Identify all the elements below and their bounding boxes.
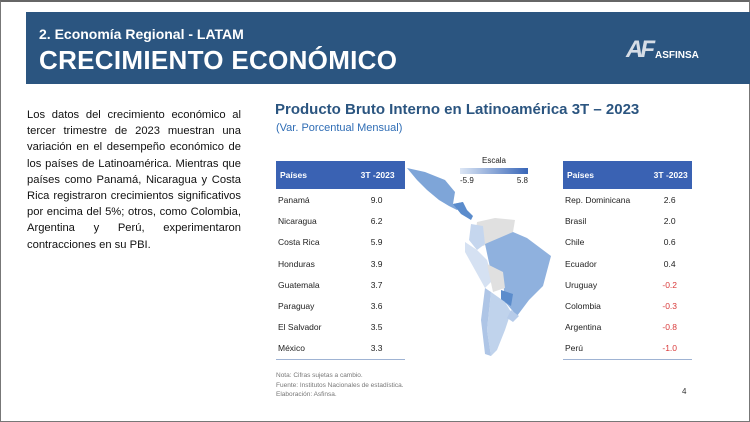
map-bolivia xyxy=(487,264,505,292)
map-central-america xyxy=(453,202,473,220)
table-row: Colombia -0.3 xyxy=(563,295,692,316)
table-row: Chile 0.6 xyxy=(563,232,692,253)
table-row: Rep. Dominicana 2.6 xyxy=(563,189,692,210)
value-cell: 3.7 xyxy=(370,279,383,290)
map-mexico xyxy=(407,168,463,210)
country-cell: Uruguay xyxy=(565,279,598,290)
table-left: Países 3T -2023 Panamá 9.0 Nicaragua 6.2 Costa… xyxy=(276,161,405,360)
country-cell: Paraguay xyxy=(278,301,315,312)
table-header-row: Países 3T -2023 xyxy=(563,161,692,189)
note-line: Nota: Cifras sujetas a cambio. xyxy=(276,372,363,379)
page-number: 4 xyxy=(682,387,687,396)
value-cell: -0.8 xyxy=(662,322,678,333)
map-colombia-venezuela xyxy=(475,218,515,246)
value-cell: 0.4 xyxy=(663,258,676,269)
table-row: Paraguay 3.6 xyxy=(276,295,405,316)
section-label: 2. Economía Regional - LATAM xyxy=(39,26,244,42)
table-row: Panamá 9.0 xyxy=(276,189,405,210)
value-cell: 3.6 xyxy=(370,301,383,312)
country-cell: México xyxy=(276,338,347,360)
value-cell: -1.0 xyxy=(645,338,692,360)
map-argentina xyxy=(487,292,511,356)
header-country: Países xyxy=(563,161,646,189)
map-uruguay xyxy=(507,310,519,322)
table-row: Brasil 2.0 xyxy=(563,210,692,231)
latam-map xyxy=(407,168,551,356)
table-row: El Salvador 3.5 xyxy=(276,317,405,338)
table-row: Perú -1.0 xyxy=(563,338,692,360)
value-cell: 6.2 xyxy=(370,215,383,226)
logo-text: ASFINSA xyxy=(655,50,699,61)
summary-paragraph: Los datos del crecimiento económico al t… xyxy=(27,109,241,251)
value-cell: 9.0 xyxy=(370,194,383,205)
value-cell: 2.0 xyxy=(663,215,676,226)
header-value: 3T -2023 xyxy=(645,161,692,189)
legend-max: 5.8 xyxy=(516,176,528,185)
country-cell: Honduras xyxy=(278,258,315,269)
country-cell: Ecuador xyxy=(565,258,597,269)
page-title: CRECIMIENTO ECONÓMICO xyxy=(39,45,398,75)
country-cell: Guatemala xyxy=(278,279,320,290)
value-cell: 3.3 xyxy=(346,338,405,360)
table-row: Nicaragua 6.2 xyxy=(276,210,405,231)
country-cell: Costa Rica xyxy=(278,237,320,248)
country-cell: Brasil xyxy=(565,215,587,226)
table-row: Honduras 3.9 xyxy=(276,253,405,274)
asfinsa-logo: AF ASFINSA xyxy=(626,36,699,64)
chart-subtitle: (Var. Porcentual Mensual) xyxy=(276,122,403,134)
country-cell: Panamá xyxy=(278,194,310,205)
note-line: Fuente: Institutos Nacionales de estadís… xyxy=(276,381,404,389)
country-cell: Rep. Dominicana xyxy=(565,194,631,205)
table-row: Uruguay -0.2 xyxy=(563,274,692,295)
country-cell: Chile xyxy=(565,237,585,248)
value-cell: 3.5 xyxy=(370,322,383,333)
value-cell: 2.6 xyxy=(663,194,676,205)
chart-title: Producto Bruto Interno en Latinoamérica … xyxy=(275,101,640,118)
map-paraguay xyxy=(501,290,513,306)
country-cell: Colombia xyxy=(565,301,601,312)
legend-min: -5.9 xyxy=(460,176,474,185)
map-ecuador-peru xyxy=(465,242,493,288)
map-colombia xyxy=(469,224,485,250)
table-right: Países 3T -2023 Rep. Dominicana 2.6 Brasil 2.… xyxy=(563,161,692,360)
value-cell: -0.3 xyxy=(662,301,678,312)
table-header-row: Países 3T -2023 xyxy=(276,161,405,189)
country-cell: El Salvador xyxy=(278,322,322,333)
country-cell: Nicaragua xyxy=(278,215,317,226)
table-row: México 3.3 xyxy=(276,338,405,360)
value-cell: 3.9 xyxy=(370,258,383,269)
value-cell: 5.9 xyxy=(370,237,383,248)
table-row: Ecuador 0.4 xyxy=(563,253,692,274)
note-line: Elaboración: Asfinsa. xyxy=(276,391,337,398)
legend-title: Escala xyxy=(481,156,506,165)
map-chile xyxy=(481,288,491,356)
header-country: Países xyxy=(276,161,347,189)
value-cell: -0.2 xyxy=(662,279,678,290)
source-notes: Nota: Cifras sujetas a cambio. Fuente: I… xyxy=(276,371,404,400)
country-cell: Perú xyxy=(563,338,646,360)
table-row: Guatemala 3.7 xyxy=(276,274,405,295)
header-value: 3T -2023 xyxy=(346,161,405,189)
table-row: Argentina -0.8 xyxy=(563,317,692,338)
map-brazil xyxy=(485,232,551,316)
legend-gradient xyxy=(460,168,528,174)
color-scale-legend: Escala -5.9 5.8 xyxy=(460,156,528,185)
table-row: Costa Rica 5.9 xyxy=(276,232,405,253)
logo-mark: AF xyxy=(626,36,655,63)
slide-header: 2. Economía Regional - LATAM CRECIMIENTO… xyxy=(26,12,750,84)
value-cell: 0.6 xyxy=(663,237,676,248)
country-cell: Argentina xyxy=(565,322,602,333)
